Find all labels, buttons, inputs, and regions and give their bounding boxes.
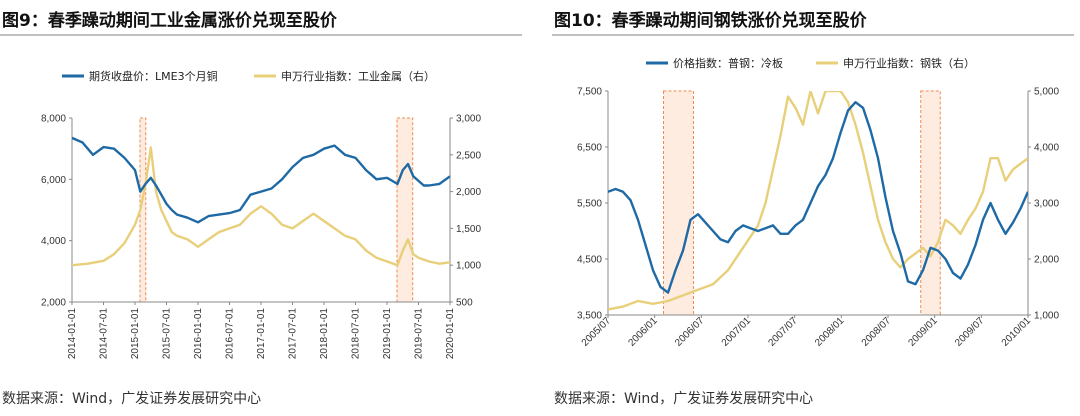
y-tick-label-right: 500: [456, 298, 473, 309]
legend-label: 申万行业指数：钢铁（右）: [843, 56, 975, 70]
legend-label: 价格指数：普钢：冷板: [673, 56, 783, 70]
x-tick-label: 2015-07-01: [162, 308, 173, 360]
x-tick-label: 2008/01: [813, 315, 847, 349]
chart-title-right: 图10：春季躁动期间钢铁涨价兑现至股价: [554, 11, 867, 31]
y-tick-label-right: 3,000: [1034, 199, 1059, 210]
x-tick-label: 2018-07-01: [351, 308, 362, 360]
x-tick-label: 2009/01: [906, 315, 940, 349]
x-tick-label: 2006/07: [673, 315, 707, 349]
title-rule: [552, 34, 1074, 36]
chart-title-left: 图9：春季躁动期间工业金属涨价兑现至股价: [2, 11, 337, 31]
y-tick-label-left: 6,000: [41, 175, 66, 186]
chart-left: 2,000 4,000 6,000 8,000 500 1,000 1,500 2,000 2,…: [41, 69, 481, 360]
x-tick-label: 2006/01: [626, 315, 660, 349]
y-tick-label-left: 3,500: [577, 311, 602, 322]
x-tick-label: 2020-01-01: [445, 308, 456, 360]
x-tick-label: 2014-01-01: [67, 308, 78, 360]
x-tick-label: 2018-01-01: [319, 308, 330, 360]
x-tick-label: 2017-07-01: [288, 308, 299, 360]
y-tick-label-right: 1,500: [456, 224, 481, 235]
series-line-secondary: [608, 91, 1028, 311]
chart-right: 3,500 4,500 5,500 6,500 7,500 1,000 2,000 3,000…: [577, 56, 1059, 349]
y-tick-label-right: 2,000: [456, 187, 481, 198]
x-tick-label: 2014-07-01: [99, 308, 110, 360]
x-tick-label: 2017-01-01: [256, 308, 267, 360]
x-tick-label: 2007/01: [720, 315, 754, 349]
x-tick-label: 2007/07: [766, 315, 800, 349]
source-note-right: 数据来源：Wind，广发证券发展研究中心: [554, 391, 814, 407]
highlight-band: [920, 90, 941, 316]
title-rule: [0, 34, 522, 36]
x-tick-label: 2009/07: [953, 315, 987, 349]
y-tick-label-left: 4,500: [577, 255, 602, 266]
y-tick-label-left: 6,500: [577, 143, 602, 154]
series-line-primary: [72, 136, 450, 224]
x-tick-label: 2016-01-01: [193, 308, 204, 360]
highlight-band: [396, 117, 414, 303]
y-tick-label-right: 3,000: [456, 114, 481, 125]
y-tick-label-left: 7,500: [577, 87, 602, 98]
series-group: [72, 136, 450, 267]
y-tick-label-right: 5,000: [1034, 87, 1059, 98]
y-tick-label-left: 5,500: [577, 199, 602, 210]
series-line-secondary: [72, 146, 450, 267]
x-tick-label: 2008/07: [860, 315, 894, 349]
legend-label: 申万行业指数：工业金属（右）: [281, 69, 435, 83]
x-tick-label: 2010/01: [1000, 315, 1034, 349]
y-tick-label-right: 4,000: [1034, 143, 1059, 154]
y-tick-label-left: 2,000: [41, 298, 66, 309]
series-line-primary: [608, 101, 1028, 294]
y-tick-label-right: 1,000: [1034, 311, 1059, 322]
y-tick-label-left: 8,000: [41, 114, 66, 125]
y-tick-label-right: 1,000: [456, 261, 481, 272]
series-group: [608, 91, 1028, 311]
x-tick-label: 2016-07-01: [225, 308, 236, 360]
source-note-left: 数据来源：Wind，广发证券发展研究中心: [2, 391, 262, 407]
y-tick-label-left: 4,000: [41, 236, 66, 247]
x-tick-label: 2019-07-01: [414, 308, 425, 360]
x-tick-label: 2019-01-01: [382, 308, 393, 360]
x-tick-label: 2015-01-01: [130, 308, 141, 360]
y-tick-label-right: 2,000: [1034, 255, 1059, 266]
legend-label: 期货收盘价：LME3个月铜: [89, 69, 218, 83]
highlight-band: [663, 90, 694, 316]
y-tick-label-right: 2,500: [456, 150, 481, 161]
